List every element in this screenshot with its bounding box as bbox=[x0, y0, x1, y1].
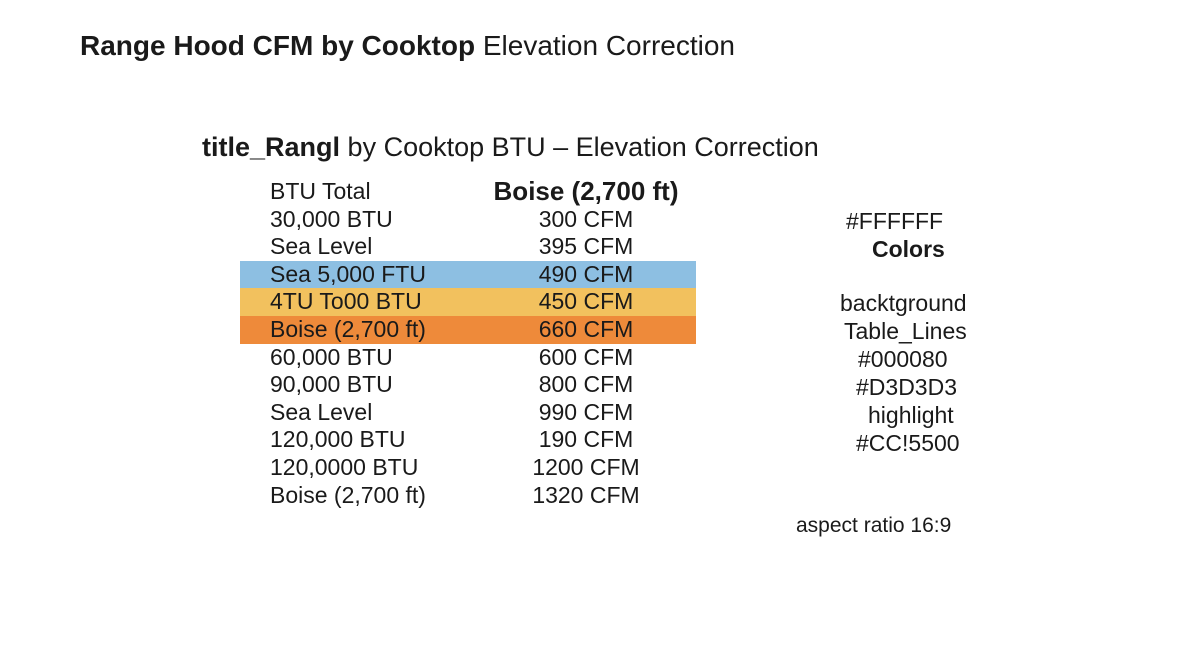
row-cfm-value: 190 CFM bbox=[538, 426, 634, 453]
aspect-ratio-note: aspect ratio 16:9 bbox=[796, 514, 952, 537]
row-btu-cell: 120,0000 BTU bbox=[270, 453, 419, 480]
row-cfm-value: 800 CFM bbox=[538, 371, 634, 398]
table-row: 120,000 BTU 190 CFM bbox=[240, 426, 696, 454]
table-row: 90,000 BTU 800 CFM bbox=[240, 371, 696, 399]
row-btu-cell: Boise (2,700 ft) bbox=[270, 315, 426, 342]
row-cfm-value: 450 CFM bbox=[538, 288, 634, 315]
table-row: Boise (2,700 ft) 1320 CFM bbox=[240, 482, 696, 510]
row-btu-cell: 4TU To00 BTU bbox=[270, 288, 422, 315]
table-row: Boise (2,700 ft) 660 CFM bbox=[240, 315, 696, 344]
row-cfm-value: 600 CFM bbox=[538, 343, 634, 370]
legend-highlight-label: highlight bbox=[868, 402, 954, 428]
column-header-boise-text: Boise (2,700 ft) bbox=[493, 176, 679, 206]
row-cfm-value: 990 CFM bbox=[538, 398, 634, 425]
row-cfm-value: 1200 CFM bbox=[532, 453, 640, 480]
row-cfm-value: 660 CFM bbox=[538, 315, 634, 342]
table-title-bold: title_Rangl bbox=[202, 132, 341, 162]
main-title-bold: Range Hood CFM by Cooktop bbox=[80, 30, 476, 61]
row-cfm-value: 1320 CFM bbox=[532, 481, 640, 508]
legend-orange-hex: #CC!5500 bbox=[856, 430, 960, 456]
main-title-rest: Elevation Correction bbox=[482, 30, 735, 61]
table-row: Sea Level 990 CFM bbox=[240, 399, 696, 427]
table-row: 4TU To00 BTU 450 CFM bbox=[240, 288, 696, 316]
color-legend: #FFFFFF Colors backtground Table_Lines #… bbox=[840, 0, 980, 655]
legend-background-label: backtground bbox=[840, 290, 967, 316]
main-title: Range Hood CFM by Cooktop Elevation Corr… bbox=[80, 30, 735, 62]
row-cfm-value: 490 CFM bbox=[538, 260, 634, 287]
row-btu-cell: 30,000 BTU bbox=[270, 205, 393, 232]
row-btu-cell: 120,000 BTU bbox=[270, 426, 406, 453]
row-btu-cell: Sea Level bbox=[270, 233, 373, 260]
row-cfm-value: 395 CFM bbox=[538, 233, 634, 260]
table-row: 120,0000 BTU 1200 CFM bbox=[240, 454, 696, 482]
table-title: title_Rangl by Cooktop BTU – Elevation C… bbox=[202, 132, 819, 163]
table-header-row: BTU Total Boise (2,700 ft) bbox=[240, 176, 696, 206]
row-btu-cell: Sea Level bbox=[270, 398, 373, 425]
row-btu-cell: Sea 5,000 FTU bbox=[270, 260, 426, 287]
row-btu-cell: 60,000 BTU bbox=[270, 343, 393, 370]
legend-navy-hex: #000080 bbox=[858, 346, 948, 372]
table-row: 30,000 BTU 300 CFM bbox=[240, 206, 696, 234]
table-row: 60,000 BTU 600 CFM bbox=[240, 344, 696, 372]
table-row: Sea 5,000 FTU 490 CFM bbox=[240, 260, 696, 289]
row-btu-cell: 90,000 BTU bbox=[270, 371, 393, 398]
legend-table-lines-label: Table_Lines bbox=[844, 318, 967, 344]
legend-white-hex: #FFFFFF bbox=[846, 208, 944, 234]
row-btu-cell: Boise (2,700 ft) bbox=[270, 481, 426, 508]
legend-gray-hex: #D3D3D3 bbox=[856, 374, 957, 400]
table-row: Sea Level 395 CFM bbox=[240, 233, 696, 261]
table-title-rest: by Cooktop BTU – Elevation Correction bbox=[347, 132, 819, 162]
cfm-table: BTU Total Boise (2,700 ft) 30,000 BTU 300… bbox=[240, 176, 696, 510]
legend-colors-label: Colors bbox=[872, 236, 945, 262]
row-cfm-value: 300 CFM bbox=[538, 205, 634, 232]
column-header-btu: BTU Total bbox=[270, 178, 371, 204]
